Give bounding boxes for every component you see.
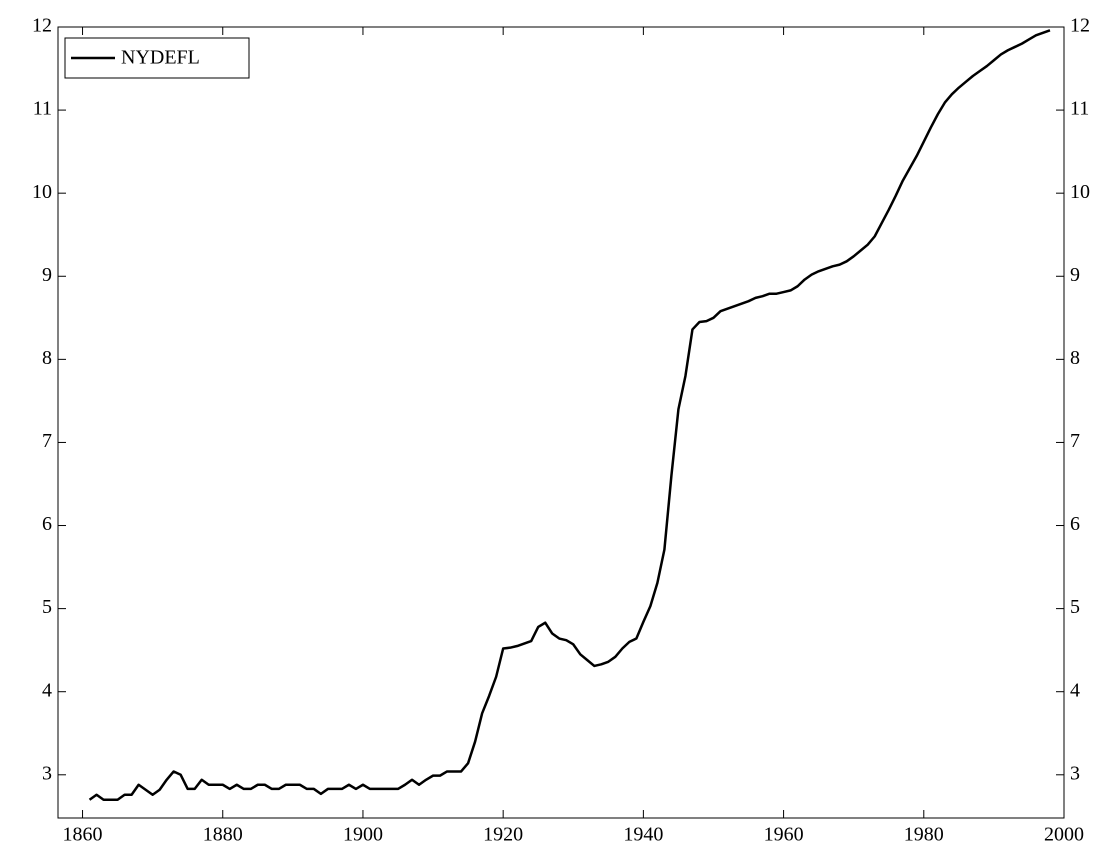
series-line: [88, 29, 1051, 801]
y-tick-label: 6: [42, 513, 52, 535]
x-tick-label: 1860: [63, 824, 103, 846]
x-tick-label: 1900: [343, 824, 383, 846]
y-tick-label-right: 10: [1070, 181, 1090, 203]
x-tick-label: 1920: [483, 824, 523, 846]
y-tick-label: 3: [42, 762, 52, 784]
x-tick-label: 1960: [764, 824, 804, 846]
y-tick-label: 10: [32, 181, 52, 203]
y-tick-label-right: 9: [1070, 264, 1080, 286]
x-tick-label: 2000: [1044, 824, 1084, 846]
y-tick-label: 11: [33, 98, 52, 120]
y-tick-label-right: 6: [1070, 513, 1080, 535]
y-tick-label-right: 7: [1070, 430, 1080, 452]
y-tick-label-right: 8: [1070, 347, 1080, 369]
y-tick-label: 9: [42, 264, 52, 286]
y-tick-label-right: 4: [1070, 679, 1080, 701]
plot-frame: [57, 26, 1065, 819]
y-tick-label-right: 3: [1070, 762, 1080, 784]
y-tick-label: 12: [32, 15, 52, 37]
legend-label: NYDEFL: [121, 47, 200, 69]
y-tick-label: 7: [42, 430, 52, 452]
x-tick-label: 1880: [203, 824, 243, 846]
y-tick-label-right: 12: [1070, 15, 1090, 37]
x-tick-label: 1980: [904, 824, 944, 846]
y-tick-label-right: 5: [1070, 596, 1080, 618]
x-tick-label: 1940: [623, 824, 663, 846]
y-tick-label: 5: [42, 596, 52, 618]
y-tick-label-right: 11: [1070, 98, 1089, 120]
y-tick-label: 4: [42, 679, 52, 701]
y-tick-label: 8: [42, 347, 52, 369]
